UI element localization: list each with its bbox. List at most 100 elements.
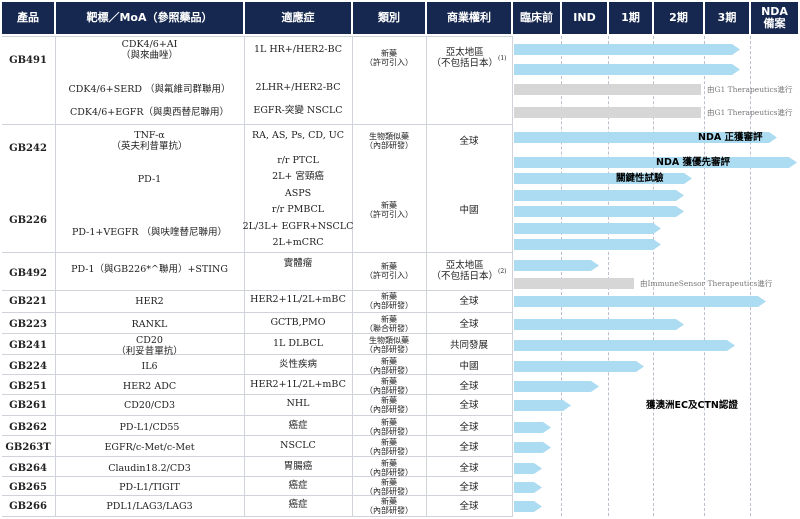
- progress-bar: [514, 278, 634, 289]
- product-code: GB226: [9, 214, 47, 226]
- product-code: GB251: [9, 381, 47, 392]
- progress-bar: [514, 400, 571, 411]
- indication: ASPS: [284, 188, 312, 199]
- category: 新藥 （內部研發）: [365, 497, 413, 515]
- product-code: GB241: [9, 340, 47, 351]
- column-header: 類別: [353, 2, 425, 34]
- commercial-rights: 全球: [459, 135, 479, 147]
- target-moa: EGFR/c-Met/c-Met: [104, 442, 195, 453]
- product-code: GB264: [9, 463, 47, 474]
- indication: NHL: [286, 398, 310, 409]
- target-moa: CD20/CD3: [123, 400, 176, 411]
- target-moa: CDK4/6+EGFR（與奧西替尼聯用）: [69, 107, 229, 118]
- partner-note: 由G1 Therapeutics進行: [707, 85, 793, 94]
- category: 新藥 （聯合研發）: [365, 315, 413, 333]
- progress-bar: [514, 422, 551, 433]
- row-divider: [2, 124, 513, 125]
- indication: RA, AS, Ps, CD, UC: [251, 130, 345, 141]
- target-moa: Claudin18.2/CD3: [108, 463, 191, 474]
- column-divider: [244, 36, 245, 516]
- partner-note: 由G1 Therapeutics進行: [707, 108, 793, 117]
- product-code: GB266: [9, 501, 47, 512]
- target-moa: PD-L1/TIGIT: [119, 482, 180, 493]
- commercial-rights: 亞太地區 （不包括日本） (1): [431, 47, 507, 69]
- product-code: GB492: [9, 267, 47, 279]
- progress-bar: [514, 64, 740, 75]
- row-divider: [2, 456, 513, 457]
- category: 新藥 （內部研發）: [365, 459, 413, 477]
- row-divider: [2, 333, 513, 334]
- progress-bar: [514, 206, 684, 217]
- category: 生物類似藥 （內部研發）: [365, 336, 413, 354]
- commercial-rights: 全球: [459, 319, 479, 330]
- target-moa: HER2 ADC: [122, 381, 177, 392]
- commercial-rights: 全球: [459, 381, 479, 392]
- commercial-rights: 中國: [459, 361, 479, 372]
- column-divider: [426, 36, 427, 516]
- target-moa: CDK4/6+AI （與來曲唑）: [120, 39, 178, 61]
- commercial-rights: 中國: [459, 204, 479, 216]
- progress-bar: [514, 157, 797, 168]
- progress-bar: [514, 501, 542, 512]
- commercial-rights: 全球: [459, 296, 479, 307]
- category: 生物類似藥 （內部研發）: [365, 132, 413, 150]
- progress-bar: [514, 132, 777, 143]
- product-code: GB224: [9, 361, 47, 372]
- phase-divider: [608, 36, 609, 516]
- row-divider: [2, 394, 513, 395]
- category: 新藥 （內部研發）: [365, 396, 413, 414]
- commercial-rights: 全球: [459, 463, 479, 474]
- commercial-rights: 全球: [459, 422, 479, 433]
- commercial-rights: 全球: [459, 400, 479, 411]
- indication: 癌症: [288, 480, 308, 491]
- indication: 實體瘤: [283, 258, 313, 269]
- category: 新藥 （內部研發）: [365, 418, 413, 436]
- indication: 2L+mCRC: [272, 237, 324, 248]
- column-header: 1期: [609, 2, 652, 34]
- category: 新藥 （內部研發）: [365, 478, 413, 496]
- progress-bar: [514, 381, 599, 392]
- target-moa: RANKL: [131, 319, 168, 330]
- progress-bar: [514, 84, 701, 95]
- product-code: GB221: [9, 296, 47, 307]
- column-divider: [512, 36, 513, 516]
- column-divider: [352, 36, 353, 516]
- status-label: NDA 正獲審評: [698, 132, 763, 143]
- product-code: GB263T: [5, 442, 51, 453]
- column-header: IND: [562, 2, 607, 34]
- column-header: 商業權利: [427, 2, 511, 34]
- category: 新藥 （內部研發）: [365, 292, 413, 310]
- row-divider: [2, 312, 513, 313]
- target-moa: PDL1/LAG3/LAG3: [106, 501, 193, 512]
- progress-bar: [514, 361, 644, 372]
- row-divider: [2, 516, 513, 517]
- category: 新藥 （許可引入）: [365, 262, 413, 280]
- partner-note: 由ImmuneSensor Therapeutics進行: [640, 279, 773, 288]
- progress-bar: [514, 107, 701, 118]
- progress-bar: [514, 223, 661, 234]
- progress-bar: [514, 260, 599, 271]
- row-divider: [2, 476, 513, 477]
- indication: 2L/3L+ EGFR+NSCLC: [242, 221, 354, 232]
- product-code: GB223: [9, 319, 47, 330]
- product-code: GB265: [9, 482, 47, 493]
- row-divider: [2, 415, 513, 416]
- commercial-rights: 亞太地區 （不包括日本） (2): [431, 260, 507, 282]
- commercial-rights: 全球: [459, 501, 479, 512]
- commercial-rights: 共同發展: [449, 340, 488, 351]
- row-divider: [2, 290, 513, 291]
- progress-bar: [514, 190, 684, 201]
- column-header: 靶標／MoA（參照藥品）: [56, 2, 243, 34]
- category: 新藥 （許可引入）: [365, 201, 413, 219]
- progress-bar: [514, 296, 766, 307]
- progress-bar: [514, 442, 551, 453]
- target-moa: IL6: [141, 361, 158, 372]
- indication: r/r PMBCL: [271, 204, 325, 215]
- row-divider: [2, 374, 513, 375]
- column-header: 臨床前: [513, 2, 560, 34]
- row-divider: [2, 252, 513, 253]
- progress-bar: [514, 463, 542, 474]
- indication: EGFR-突變 NSCLC: [253, 105, 343, 116]
- target-moa: TNF-α （英夫利昔單抗）: [111, 130, 188, 152]
